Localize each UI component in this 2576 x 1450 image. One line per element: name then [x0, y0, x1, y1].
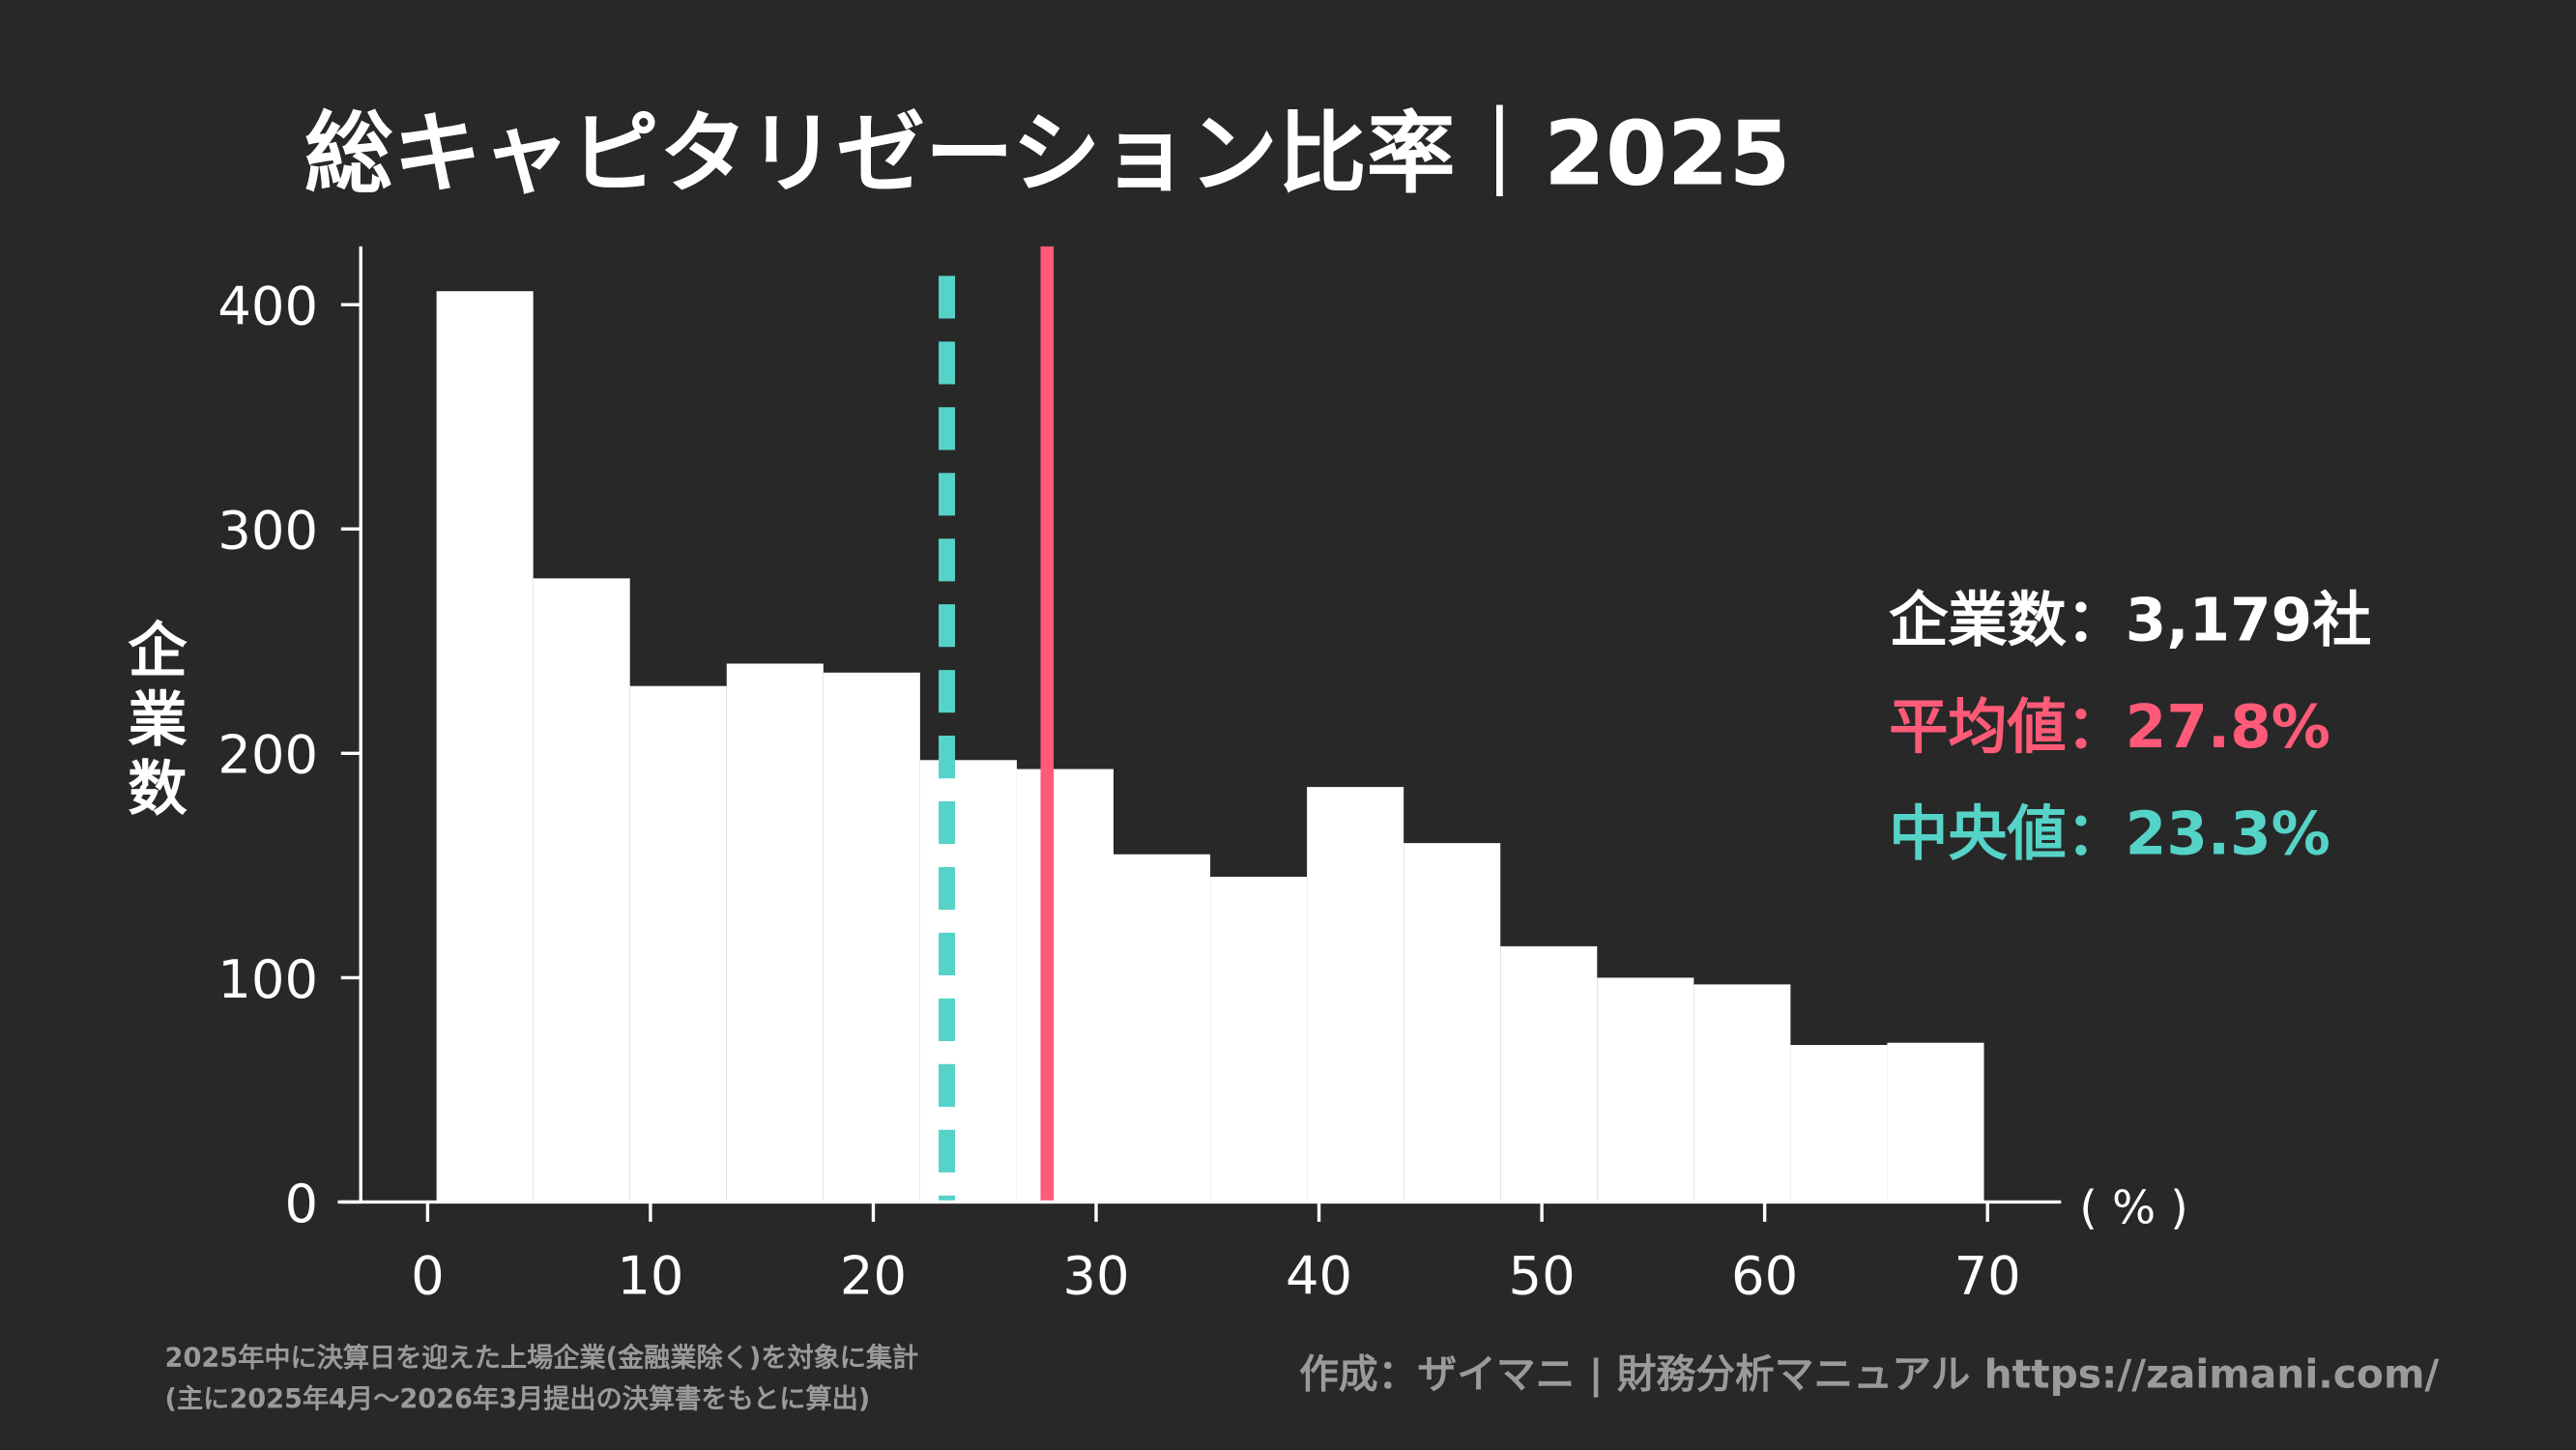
y-tick-label: 400 — [217, 276, 318, 337]
x-tick-label: 70 — [1954, 1246, 2021, 1307]
chart-title: 総キャピタリゼーション比率｜2025 — [304, 102, 1791, 205]
x-tick-label: 60 — [1731, 1246, 1798, 1307]
x-tick-label: 10 — [617, 1246, 683, 1307]
bar — [1113, 854, 1211, 1203]
bar — [629, 685, 727, 1203]
y-tick-label: 300 — [217, 501, 318, 562]
bar — [1790, 1045, 1888, 1203]
bar — [823, 672, 920, 1203]
note: 2025年中に決算日を迎えた上場企業(金融業除く)を対象に集計 — [165, 1342, 919, 1373]
y-tick-label: 0 — [284, 1174, 318, 1234]
bar — [726, 663, 824, 1203]
x-tick-label: 40 — [1286, 1246, 1352, 1307]
note: (主に2025年4月～2026年3月提出の決算書をもとに算出) — [165, 1383, 871, 1414]
x-tick-label: 0 — [411, 1246, 445, 1307]
bar — [1887, 1042, 1984, 1203]
mean-label: 平均値：27.8% — [1889, 693, 2330, 762]
bar — [1210, 876, 1308, 1203]
y-axis-label: 企業数 — [117, 619, 187, 826]
bar — [1404, 843, 1501, 1203]
y-tick-label: 100 — [217, 949, 318, 1010]
bar — [436, 291, 534, 1203]
count-label: 企業数：3,179社 — [1889, 587, 2371, 655]
bar — [1693, 984, 1791, 1203]
bar — [1016, 768, 1114, 1203]
credit: 作成：ザイマニ | 財務分析マニュアル https://zaimani.com/ — [1299, 1350, 2439, 1398]
bar — [1597, 977, 1694, 1203]
bar — [1307, 787, 1404, 1203]
x-tick-label: 20 — [840, 1246, 907, 1307]
median-label: 中央値：23.3% — [1889, 799, 2330, 868]
x-tick-label: 50 — [1509, 1246, 1576, 1307]
x-tick-label: 30 — [1062, 1246, 1129, 1307]
x-axis-label: ( % ) — [2079, 1182, 2188, 1235]
bar — [533, 578, 630, 1203]
bar — [1500, 945, 1598, 1203]
y-tick-label: 200 — [217, 725, 318, 786]
bar — [919, 760, 1017, 1203]
